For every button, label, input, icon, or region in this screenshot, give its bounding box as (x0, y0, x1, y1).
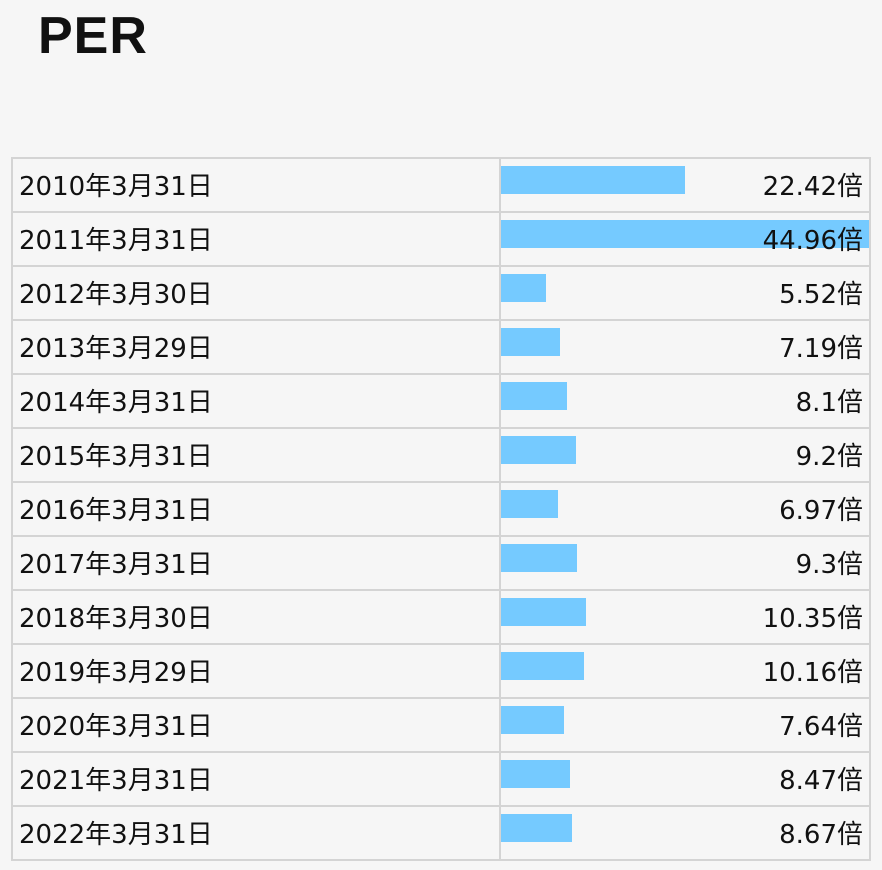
table-row: 2019年3月29日 10.16倍 (13, 645, 869, 699)
column-divider (499, 267, 501, 321)
per-bar (501, 760, 570, 788)
per-value: 22.42倍 (762, 172, 863, 202)
per-bar (501, 706, 564, 734)
per-bar (501, 328, 560, 356)
column-divider (499, 213, 501, 267)
table-row: 2022年3月31日 8.67倍 (13, 807, 869, 861)
column-divider (499, 645, 501, 699)
column-divider (499, 321, 501, 375)
table-row: 2013年3月29日 7.19倍 (13, 321, 869, 375)
per-bar (501, 382, 567, 410)
column-divider (499, 537, 501, 591)
per-bar (501, 598, 586, 626)
row-date: 2014年3月31日 (19, 388, 213, 418)
row-date: 2018年3月30日 (19, 604, 213, 634)
table-row: 2016年3月31日 6.97倍 (13, 483, 869, 537)
per-value: 8.1倍 (795, 388, 863, 418)
per-bar (501, 814, 572, 842)
column-divider (499, 699, 501, 753)
page-title: PER (38, 7, 148, 65)
row-date: 2017年3月31日 (19, 550, 213, 580)
row-date: 2021年3月31日 (19, 766, 213, 796)
table-row: 2020年3月31日 7.64倍 (13, 699, 869, 753)
per-bar (501, 436, 576, 464)
table-row: 2021年3月31日 8.47倍 (13, 753, 869, 807)
table-row: 2010年3月31日 22.42倍 (13, 159, 869, 213)
column-divider (499, 753, 501, 807)
per-bar (501, 652, 584, 680)
row-date: 2015年3月31日 (19, 442, 213, 472)
per-value: 9.2倍 (795, 442, 863, 472)
per-bar (501, 544, 577, 572)
table-row: 2015年3月31日 9.2倍 (13, 429, 869, 483)
row-date: 2022年3月31日 (19, 820, 213, 850)
table-row: 2012年3月30日 5.52倍 (13, 267, 869, 321)
per-value: 6.97倍 (779, 496, 863, 526)
per-value: 8.47倍 (779, 766, 863, 796)
per-bar (501, 220, 869, 248)
table-row: 2018年3月30日 10.35倍 (13, 591, 869, 645)
per-value: 7.64倍 (779, 712, 863, 742)
per-value: 10.35倍 (762, 604, 863, 634)
table-row: 2014年3月31日 8.1倍 (13, 375, 869, 429)
row-date: 2010年3月31日 (19, 172, 213, 202)
row-date: 2013年3月29日 (19, 334, 213, 364)
column-divider (499, 807, 501, 861)
per-value: 9.3倍 (795, 550, 863, 580)
row-date: 2020年3月31日 (19, 712, 213, 742)
per-value: 44.96倍 (762, 226, 863, 256)
per-value: 8.67倍 (779, 820, 863, 850)
column-divider (499, 591, 501, 645)
row-date: 2019年3月29日 (19, 658, 213, 688)
per-bar (501, 274, 546, 302)
column-divider (499, 429, 501, 483)
table-row: 2017年3月31日 9.3倍 (13, 537, 869, 591)
column-divider (499, 159, 501, 213)
per-value: 10.16倍 (762, 658, 863, 688)
row-date: 2016年3月31日 (19, 496, 213, 526)
row-date: 2012年3月30日 (19, 280, 213, 310)
per-value: 5.52倍 (779, 280, 863, 310)
table-row: 2011年3月31日 44.96倍 (13, 213, 869, 267)
per-bar (501, 490, 558, 518)
column-divider (499, 375, 501, 429)
column-divider (499, 483, 501, 537)
per-table: 2010年3月31日 22.42倍 2011年3月31日 44.96倍 2012年3月3… (11, 157, 871, 861)
per-bar (501, 166, 685, 194)
row-date: 2011年3月31日 (19, 226, 213, 256)
per-value: 7.19倍 (779, 334, 863, 364)
